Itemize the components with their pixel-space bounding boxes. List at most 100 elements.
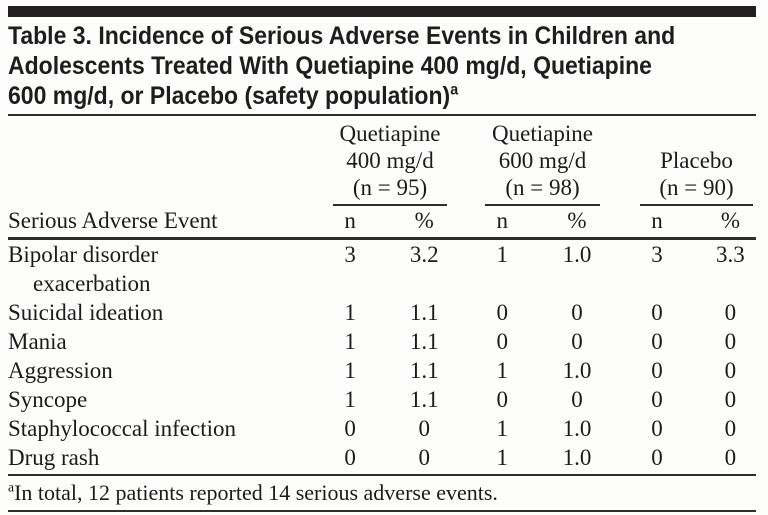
values-quetiapine-600: 1 1.0 — [485, 414, 600, 443]
values-placebo: 3 3.3 — [640, 240, 753, 269]
n-value: 1 — [496, 445, 509, 470]
values-quetiapine-400: 1 1.1 — [333, 356, 447, 385]
n-value: 0 — [651, 300, 663, 325]
values-quetiapine-600: 1 1.0 — [485, 443, 600, 472]
column-gap — [600, 233, 640, 234]
table-footnote: aIn total, 12 patients reported 14 serio… — [8, 476, 756, 510]
n-value: 0 — [651, 416, 663, 441]
bottom-rule — [8, 510, 756, 512]
values-quetiapine-400: 1 1.1 — [333, 385, 447, 414]
values-placebo: 0 0 — [640, 414, 753, 443]
values-quetiapine-400: 0 0 — [333, 443, 447, 472]
column-gap — [447, 385, 485, 386]
pct-value: 0 — [571, 300, 583, 325]
rule-above-footnote — [8, 474, 756, 476]
row-label-line1: Bipolar disorder — [8, 242, 159, 267]
pct-value: 1.0 — [562, 242, 592, 267]
pct-value: 3.2 — [409, 242, 439, 267]
row-label: Aggression — [8, 356, 333, 385]
row-label-line1: Drug rash — [8, 445, 100, 470]
n-value: 0 — [344, 416, 356, 441]
pct-value: 1.1 — [409, 329, 439, 354]
table-row: Staphylococcal infection 0 0 1 1.0 0 0 — [8, 414, 756, 443]
pct-value: 1.1 — [409, 300, 439, 325]
row-label: Suicidal ideation — [8, 298, 333, 327]
pct-value: 1.0 — [562, 358, 592, 383]
values-placebo: 0 0 — [640, 443, 753, 472]
n-value: 1 — [496, 242, 509, 267]
column-gap — [447, 356, 485, 357]
pct-value: 0 — [724, 387, 737, 412]
top-accent-bar — [8, 6, 756, 17]
column-gap — [447, 298, 485, 299]
group-label-line: (n = 90) — [659, 175, 734, 200]
n-value: 1 — [344, 358, 356, 383]
table-title-line-2: Adolescents Treated With Quetiapine 400 … — [8, 52, 652, 80]
n-value: 1 — [344, 387, 356, 412]
subheader-pair-placebo: n % — [640, 208, 753, 234]
column-group-header-row: Quetiapine 400 mg/d (n = 95) Quetiapine … — [8, 120, 756, 206]
subheader-pair-quetiapine-600: n % — [485, 208, 600, 234]
n-value: 0 — [651, 387, 663, 412]
row-label-line1: Mania — [8, 329, 67, 354]
pct-value: 1.0 — [562, 445, 592, 470]
footnote-text: In total, 12 patients reported 14 seriou… — [14, 480, 498, 505]
pct-value: 0 — [724, 329, 737, 354]
row-label: Drug rash — [8, 443, 333, 472]
n-value: 0 — [651, 445, 663, 470]
group-label-line: 400 mg/d — [346, 148, 434, 173]
group-label-line: Placebo — [660, 148, 733, 173]
table-row: Drug rash 0 0 1 1.0 0 0 — [8, 443, 756, 472]
n-value: 1 — [344, 329, 356, 354]
column-gap — [447, 327, 485, 328]
pct-value: 0 — [571, 387, 583, 412]
n-value: 1 — [496, 358, 509, 383]
values-quetiapine-600: 1 1.0 — [485, 240, 600, 269]
table-body: Bipolar disorder exacerbation 3 3.2 1 1.… — [8, 240, 756, 472]
row-label-line1: Suicidal ideation — [8, 300, 164, 325]
table-row: Syncope 1 1.1 0 0 0 0 — [8, 385, 756, 414]
column-gap — [600, 298, 640, 299]
column-group-quetiapine-600: Quetiapine 600 mg/d (n = 98) — [485, 120, 600, 206]
table-row: Suicidal ideation 1 1.1 0 0 0 0 — [8, 298, 756, 327]
column-gap — [447, 443, 485, 444]
n-value: 0 — [344, 445, 356, 470]
n-value: 0 — [651, 329, 663, 354]
values-quetiapine-400: 1 1.1 — [333, 327, 447, 356]
empty-header-cell — [8, 120, 333, 121]
n-value: 3 — [344, 242, 356, 267]
table-title-line-3: 600 mg/d, or Placebo (safety population)… — [8, 81, 696, 111]
column-gap — [600, 327, 640, 328]
column-gap — [447, 233, 485, 234]
rule-below-header — [8, 237, 756, 240]
values-quetiapine-600: 0 0 — [485, 385, 600, 414]
subheader-n: n — [344, 208, 356, 233]
pct-value: 0 — [724, 445, 737, 470]
pct-value: 0 — [724, 358, 737, 383]
column-gap — [600, 356, 640, 357]
row-header-label: Serious Adverse Event — [8, 208, 218, 233]
group-label-line: Quetiapine — [339, 121, 441, 146]
pct-value: 3.3 — [716, 242, 745, 267]
row-label-line2: exacerbation — [33, 271, 151, 296]
row-label: Syncope — [8, 385, 333, 414]
row-label-line1: Aggression — [8, 358, 113, 383]
n-value: 0 — [496, 329, 509, 354]
column-group-quetiapine-400: Quetiapine 400 mg/d (n = 95) — [333, 120, 447, 206]
group-label-line: (n = 98) — [505, 175, 580, 200]
rule-below-title — [8, 114, 756, 116]
n-value: 0 — [651, 358, 663, 383]
values-quetiapine-600: 1 1.0 — [485, 356, 600, 385]
subheader-pct: % — [567, 208, 587, 233]
subheader-pct: % — [720, 208, 740, 233]
n-value: 0 — [496, 300, 509, 325]
values-placebo: 0 0 — [640, 327, 753, 356]
values-placebo: 0 0 — [640, 385, 753, 414]
subheader-row: Serious Adverse Event n % n % n % — [8, 206, 756, 237]
n-value: 1 — [496, 416, 509, 441]
column-gap — [600, 385, 640, 386]
n-value: 1 — [344, 300, 356, 325]
table-title-line-3-text: 600 mg/d, or Placebo (safety population) — [8, 82, 451, 110]
values-quetiapine-400: 1 1.1 — [333, 298, 447, 327]
